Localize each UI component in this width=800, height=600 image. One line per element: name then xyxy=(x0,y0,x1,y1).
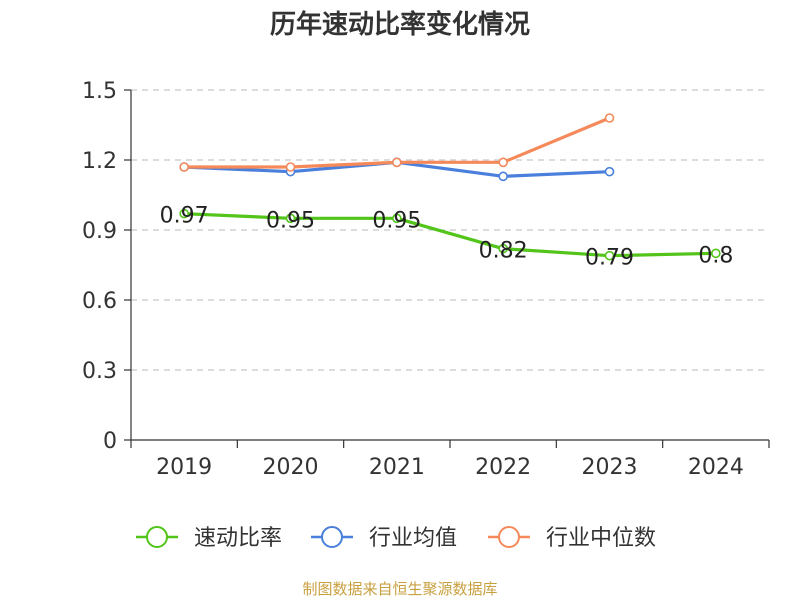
x-tick-label: 2023 xyxy=(582,455,638,480)
data-point xyxy=(498,157,508,168)
data-label: 0.95 xyxy=(266,208,315,233)
x-tick-label: 2019 xyxy=(156,455,212,480)
data-point xyxy=(711,248,721,259)
legend-label: 行业均值 xyxy=(369,526,457,551)
legend-label: 行业中位数 xyxy=(546,526,656,551)
data-point xyxy=(604,250,615,261)
series-lines xyxy=(184,116,716,258)
series-points xyxy=(179,113,721,261)
data-point xyxy=(392,213,402,224)
legend-marker xyxy=(498,526,520,548)
data-label: 0.97 xyxy=(160,204,209,229)
data-label: 0.82 xyxy=(479,239,528,264)
data-point xyxy=(285,213,296,224)
legend-marker xyxy=(321,526,343,548)
source-note: 制图数据来自恒生聚源数据库 xyxy=(302,580,498,598)
x-tick-label: 2024 xyxy=(688,455,744,480)
y-tick-label: 1.5 xyxy=(82,79,117,104)
chart-title: 历年速动比率变化情况 xyxy=(269,10,530,40)
y-tick-label: 0.6 xyxy=(82,289,117,314)
y-tick-label: 0.9 xyxy=(82,219,117,244)
data-label: 0.79 xyxy=(585,246,634,271)
legend-label: 速动比率 xyxy=(194,526,282,551)
data-point xyxy=(179,162,189,172)
data-label: 0.95 xyxy=(372,208,421,233)
legend: 速动比率 行业均值 行业中位数 xyxy=(136,526,656,551)
data-point xyxy=(392,157,402,168)
data-point xyxy=(498,171,508,182)
x-tick-label: 2022 xyxy=(475,455,531,480)
y-tick-label: 0 xyxy=(103,429,117,454)
y-tick-label: 1.2 xyxy=(82,149,117,174)
data-point xyxy=(179,208,189,219)
grid-lines xyxy=(131,89,769,371)
x-tick-label: 2021 xyxy=(369,455,425,480)
data-point xyxy=(285,162,296,172)
data-point xyxy=(604,113,615,123)
x-tick-label: 2020 xyxy=(263,455,319,480)
legend-marker xyxy=(146,526,168,548)
series-line xyxy=(184,212,716,258)
data-point xyxy=(604,166,615,177)
data-label: 0.8 xyxy=(698,243,733,268)
y-tick-label: 0.3 xyxy=(82,359,117,384)
data-labels: 0.97 0.95 0.95 0.82 0.79 0.8 xyxy=(160,204,734,271)
data-point xyxy=(498,243,508,254)
axes: 0 0.3 0.6 0.9 1.2 1.5 2019 2020 2021 2022 2023 2024 xyxy=(82,79,770,480)
